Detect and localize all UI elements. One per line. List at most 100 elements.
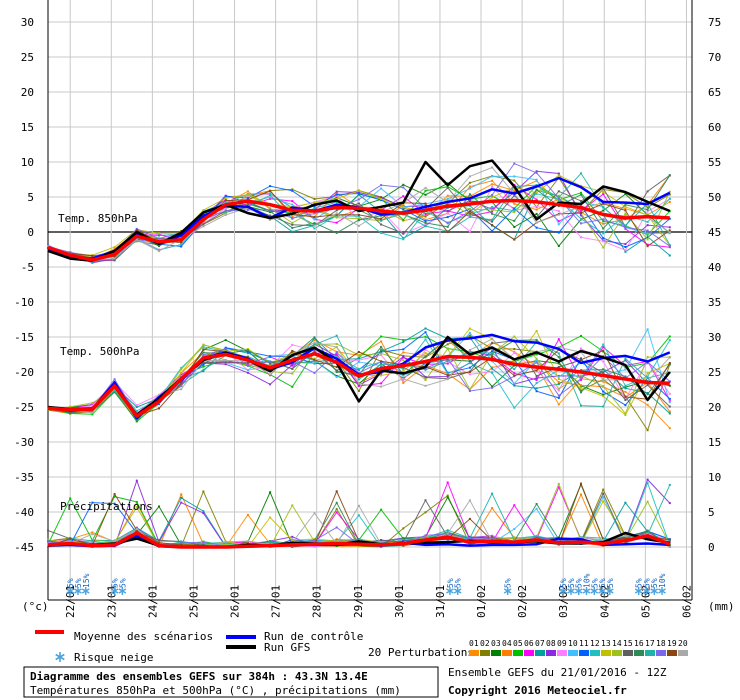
perturbation-point <box>313 357 316 360</box>
perturbation-point <box>557 356 560 359</box>
perturbation-point <box>202 363 205 366</box>
perturbation-legend-swatch <box>469 650 479 656</box>
perturbation-19-t850 <box>47 190 671 257</box>
perturbation-point <box>158 407 160 410</box>
main-series-lines <box>47 159 671 549</box>
perturbation-point <box>513 211 516 214</box>
perturbation-point <box>357 378 360 381</box>
perturbation-point <box>202 544 205 547</box>
perturbation-legend-label: 16 <box>634 639 644 648</box>
perturbation-point <box>335 346 338 349</box>
perturbation-point <box>468 371 471 373</box>
perturbation-point <box>402 377 405 380</box>
perturbation-point <box>624 397 627 400</box>
perturbation-point <box>468 327 471 330</box>
snow-risk-label: 5% <box>635 578 644 588</box>
snow-risk-label: 5% <box>559 578 568 588</box>
perturbation-point <box>47 529 49 532</box>
perturbation-point <box>624 534 627 537</box>
perturbation-point <box>491 220 494 223</box>
perturbation-point <box>491 536 494 538</box>
perturbation-point <box>357 202 360 205</box>
snowflake-shape <box>74 587 82 595</box>
right-axis-unit: (mm) <box>708 600 735 613</box>
perturbation-legend-swatch <box>524 650 534 656</box>
perturbation-point <box>91 254 94 257</box>
perturbation-point <box>468 517 471 520</box>
x-tick-label: 02/02 <box>516 585 529 618</box>
perturbation-point <box>313 538 316 540</box>
perturbation-point <box>646 375 649 378</box>
perturbation-point <box>402 232 405 235</box>
snow-risk-label: 5% <box>446 578 455 588</box>
perturbation-point <box>557 223 560 226</box>
perturbation-point <box>335 214 338 217</box>
y-left-tick-label: -10 <box>14 296 34 309</box>
perturbation-point <box>624 399 627 401</box>
perturbation-point <box>357 217 360 220</box>
y-left-tick-label: 25 <box>21 51 34 64</box>
perturbation-point <box>668 384 671 387</box>
perturbation-point <box>380 364 383 367</box>
perturbation-point <box>224 195 227 198</box>
info-footer: Diagramme des ensembles GEFS sur 384h : … <box>23 666 667 698</box>
snowflake-shape <box>567 587 575 595</box>
perturbation-point <box>113 540 116 543</box>
perturbation-point <box>535 377 538 380</box>
x-tick-label: 30/01 <box>393 585 406 618</box>
perturbation-point <box>180 245 183 248</box>
perturbation-point <box>335 371 338 373</box>
perturbation-legend-swatch <box>634 650 644 656</box>
perturbation-point <box>491 354 494 357</box>
perturbation-point <box>602 380 605 383</box>
perturbation-point <box>491 352 494 355</box>
perturbation-point <box>158 249 160 251</box>
perturbation-point <box>624 404 627 407</box>
perturbation-09-t850 <box>47 185 671 262</box>
perturbation-point <box>135 404 138 407</box>
perturbation-legend-label: 06 <box>524 639 534 648</box>
snowflake-shape <box>118 587 127 595</box>
perturbation-point <box>668 201 671 203</box>
series-2-t500 <box>47 335 671 416</box>
perturbation-point <box>313 224 316 227</box>
perturbation-point <box>468 187 471 190</box>
perturbation-legend-swatch <box>491 650 501 656</box>
perturbation-point <box>535 338 538 341</box>
perturbation-point <box>269 214 272 217</box>
perturbation-point <box>468 216 471 218</box>
perturbation-point <box>602 488 605 491</box>
perturbation-point <box>246 352 249 355</box>
perturbation-point <box>624 395 627 398</box>
snowflake-icon <box>598 587 606 595</box>
perturbation-point <box>424 511 427 514</box>
legend-mean-label: Moyenne des scénarios <box>74 630 213 643</box>
perturbation-point <box>224 346 227 349</box>
snowflake-icon <box>590 587 599 595</box>
perturbation-point <box>513 209 516 212</box>
perturbation-point <box>602 346 605 349</box>
perturbation-point <box>535 184 538 187</box>
perturbation-point <box>468 331 471 334</box>
perturbation-point <box>424 499 427 502</box>
perturbation-point <box>491 371 494 374</box>
perturbation-point <box>402 218 405 221</box>
perturbation-point <box>557 352 560 355</box>
perturbation-point <box>424 189 427 192</box>
perturbation-legend-swatch <box>601 650 611 656</box>
perturbation-point <box>224 349 227 352</box>
perturbation-point <box>313 512 316 515</box>
perturbation-point <box>602 492 605 495</box>
y-right-tick-label: 45 <box>708 226 721 239</box>
perturbation-point <box>224 348 227 350</box>
perturbation-point <box>402 195 405 198</box>
snowflake-icon <box>605 587 614 595</box>
snow-risk-label: 5% <box>575 578 584 588</box>
perturbation-point <box>424 215 427 218</box>
perturbation-point <box>557 338 560 341</box>
perturbation-point <box>580 391 582 394</box>
perturbation-point <box>602 188 605 191</box>
perturbation-point <box>335 526 338 529</box>
perturbation-point <box>424 355 427 358</box>
perturbation-point <box>624 246 627 248</box>
